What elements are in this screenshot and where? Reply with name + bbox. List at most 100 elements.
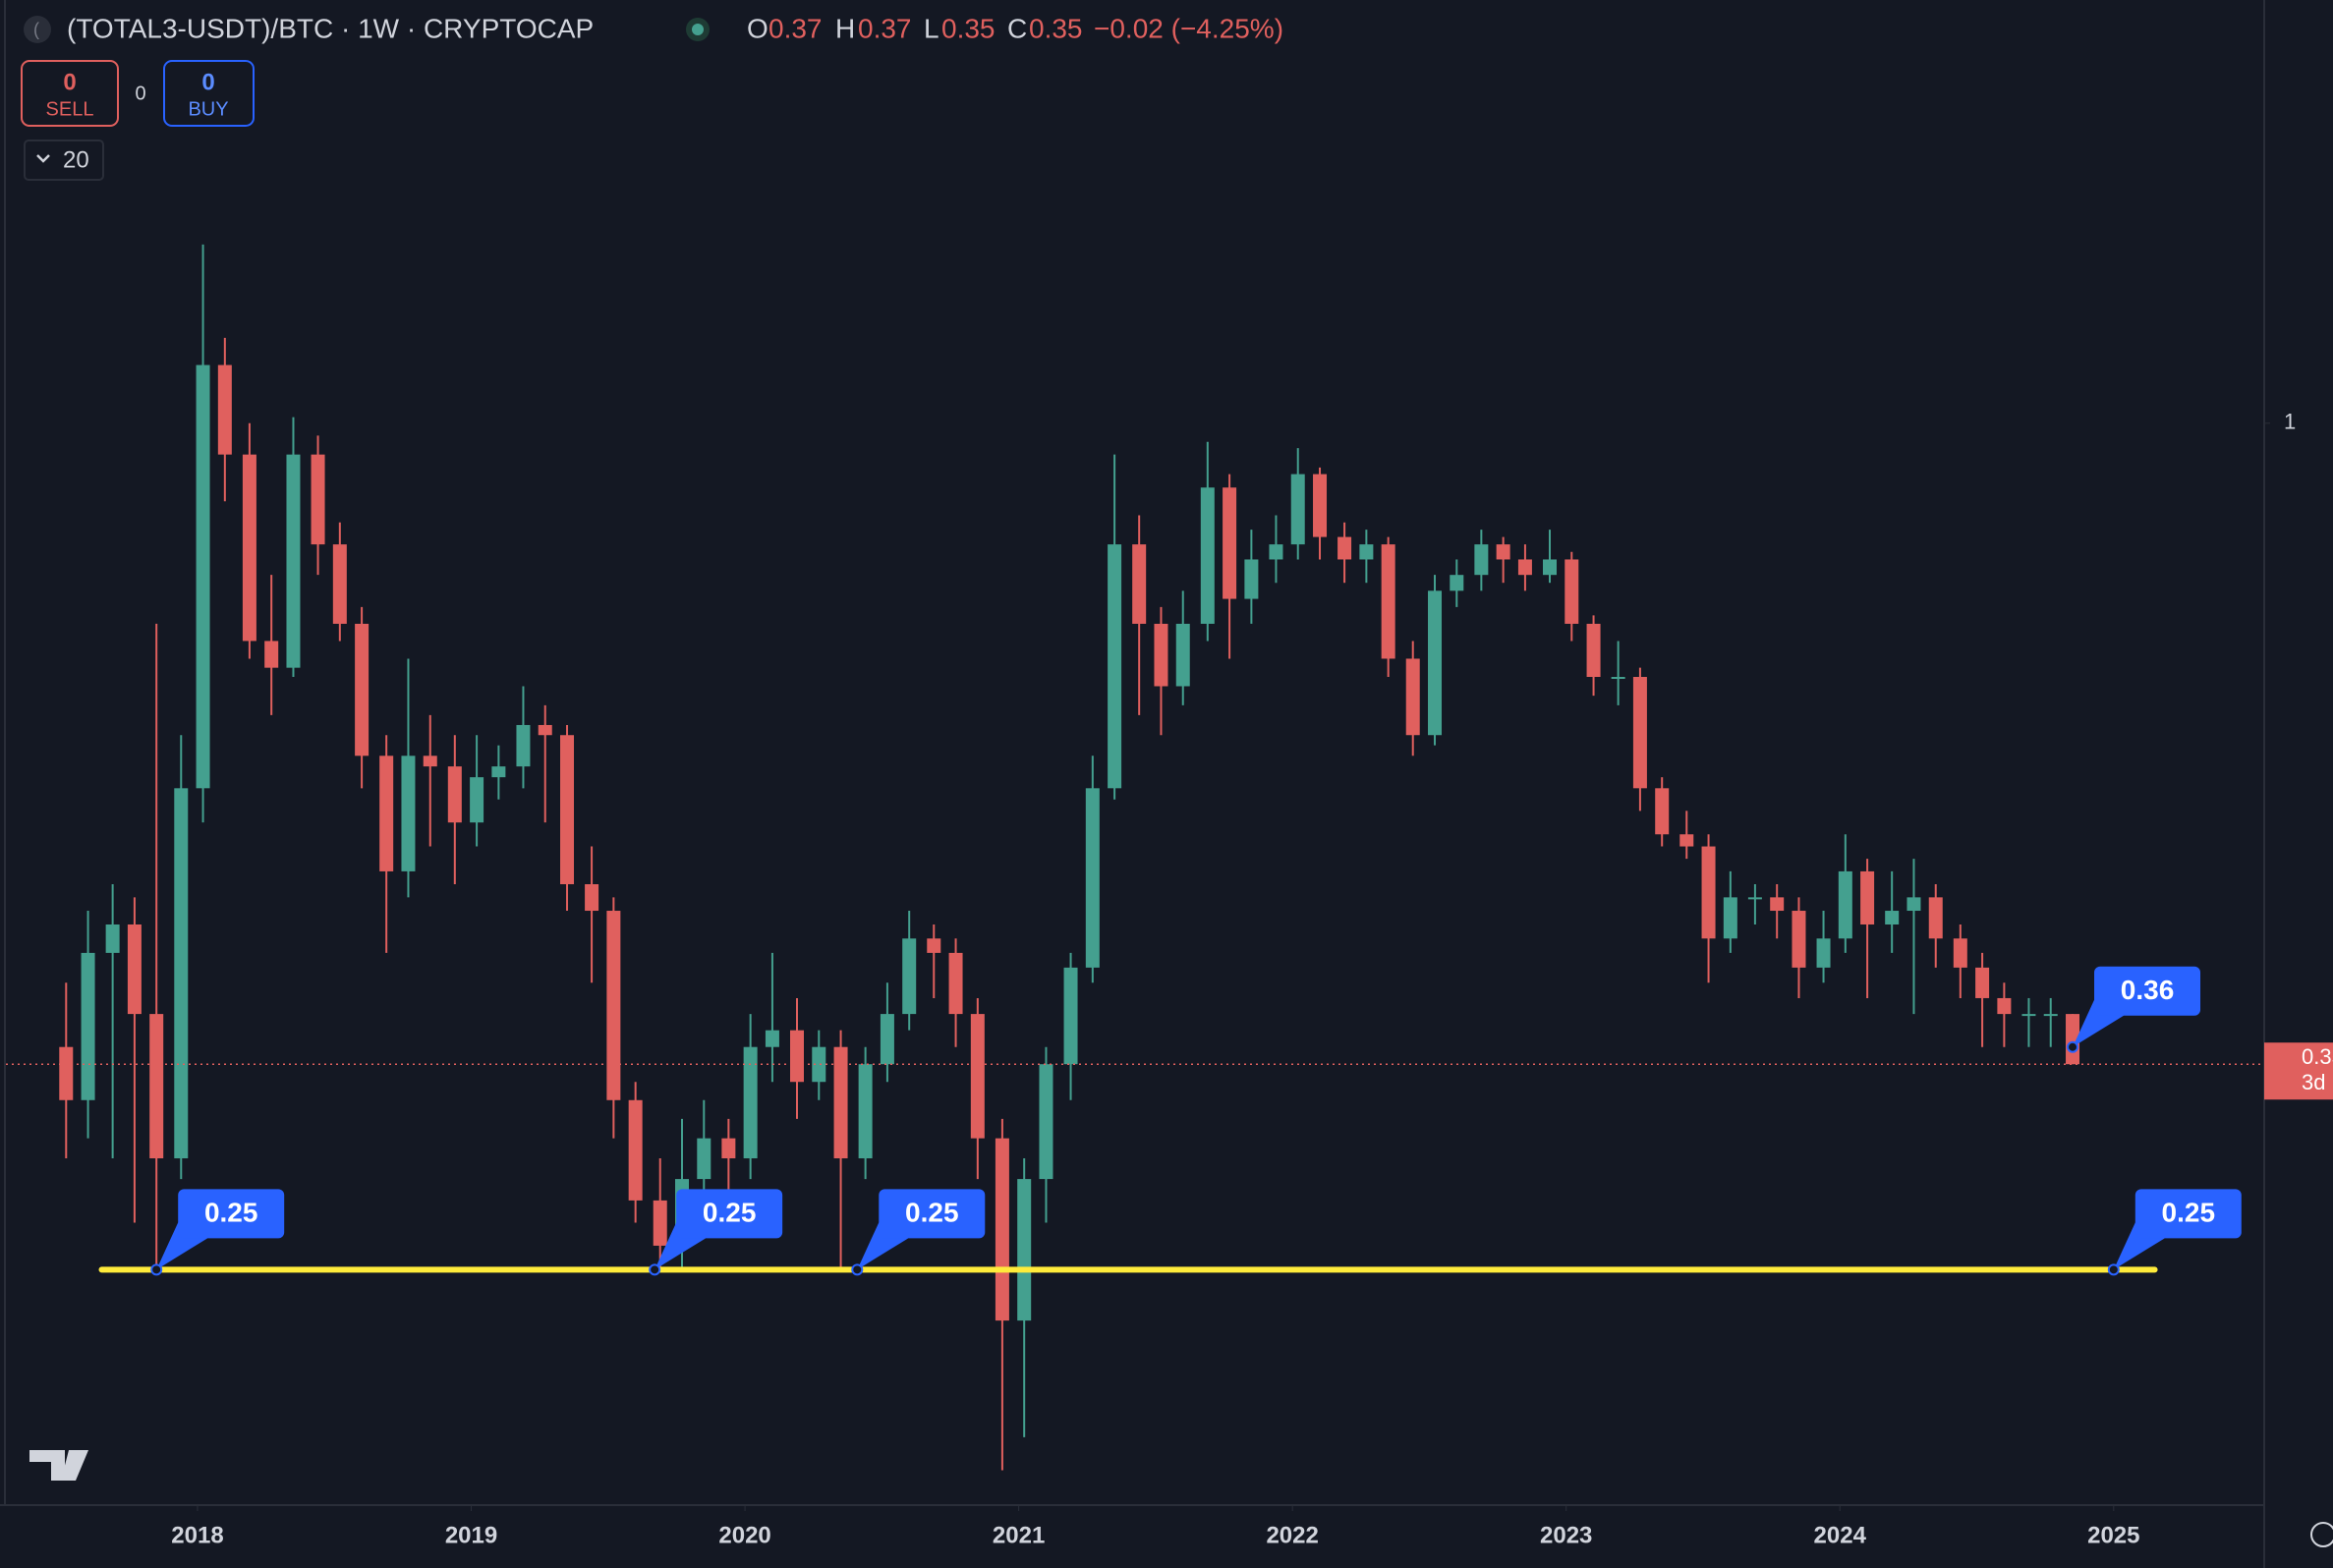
open-value: 0.37 [768, 13, 823, 43]
candle-body [1953, 938, 1967, 968]
candle-body [332, 544, 347, 624]
candle-body [1337, 536, 1352, 560]
callout-label: 0.25 [905, 1198, 959, 1228]
candle-body [538, 724, 552, 736]
candle-body [653, 1200, 667, 1246]
callout-label: 0.25 [2162, 1198, 2216, 1228]
candle-body [1063, 967, 1078, 1065]
candle-body [858, 1064, 873, 1159]
candle-body [1017, 1179, 1032, 1321]
candle-body [1816, 938, 1831, 968]
candle-body [1244, 559, 1259, 599]
candle-body [1679, 834, 1694, 847]
candle-body [1223, 487, 1237, 599]
candle-body [560, 735, 575, 885]
callout-box [178, 1189, 285, 1239]
buy-label: BUY [188, 98, 228, 120]
high-label: H [835, 13, 855, 43]
symbol-title[interactable]: (TOTAL3-USDT)/BTC · 1W · CRYPTOCAP [67, 13, 594, 43]
x-tick-label: 2019 [445, 1522, 497, 1548]
candle-body [995, 1138, 1009, 1321]
callout-label: 0.36 [2121, 975, 2175, 1005]
candle-body [697, 1138, 711, 1180]
candle-body [1039, 1064, 1053, 1180]
candle-body [743, 1046, 758, 1159]
candle-body [355, 623, 370, 756]
candle-body [812, 1046, 826, 1083]
candle-body [1108, 544, 1122, 789]
countdown-label: 3d 1 [2302, 1070, 2333, 1094]
buy-button[interactable] [163, 60, 255, 127]
price-callout: 0.25 [2107, 1189, 2242, 1276]
sell-count: 0 [63, 69, 76, 95]
symbol-icon[interactable] [24, 16, 51, 43]
candle-body [401, 756, 416, 871]
close-value: 0.35 [1029, 13, 1083, 43]
candle-body [1928, 897, 1943, 939]
candle-body [1517, 559, 1532, 576]
candle-body [516, 724, 531, 767]
candle-body [1381, 544, 1395, 659]
candle-body [948, 952, 963, 1015]
candle-body [927, 938, 941, 953]
candle-body [1885, 911, 1900, 924]
change-value: −0.02 (−4.25%) [1094, 13, 1283, 43]
candle-body [628, 1099, 643, 1201]
candle-body [789, 1030, 804, 1083]
candle-body [1405, 658, 1420, 736]
candle-body [1906, 897, 1921, 912]
candle-body [196, 364, 210, 789]
candle-body [379, 756, 394, 871]
candle-body [174, 788, 189, 1159]
candle-body [1175, 623, 1190, 687]
spread: 0 [135, 83, 145, 104]
indicator-toggle[interactable] [24, 140, 104, 181]
callout-box [676, 1189, 783, 1239]
low-label: L [924, 13, 939, 43]
chevron [36, 154, 50, 163]
callout-anchor [649, 1263, 661, 1276]
plot: 0.25 0.25 0.25 0.25 0.36 [6, 244, 2264, 1471]
x-tick-label: 2024 [1814, 1522, 1867, 1548]
candle-body [1838, 870, 1852, 939]
candle-body [491, 766, 506, 778]
candle-body [1586, 623, 1601, 678]
callout-anchor [150, 1263, 163, 1276]
callout-box [2094, 966, 2201, 1016]
callout-anchor [851, 1263, 864, 1276]
candle-body [423, 756, 437, 767]
callout-box [879, 1189, 986, 1239]
price-callout: 0.36 [2067, 966, 2201, 1053]
candle-body [1747, 897, 1762, 900]
candle-body [833, 1046, 848, 1159]
x-tick-label: 2023 [1540, 1522, 1592, 1548]
candle-body [1792, 911, 1806, 968]
candle-body [1269, 544, 1283, 560]
callout-label: 0.25 [703, 1198, 757, 1228]
settings-icon[interactable] [2310, 1522, 2333, 1547]
candle-body [880, 1014, 894, 1065]
candle-body [2043, 1014, 2058, 1017]
candle-body [1975, 967, 1990, 998]
price-callout: 0.25 [649, 1189, 783, 1276]
callout-label: 0.25 [204, 1198, 258, 1228]
candle-body [1154, 623, 1168, 687]
candle-body [970, 1014, 985, 1139]
candle-body [1723, 897, 1737, 939]
candle-body [721, 1138, 736, 1159]
candle-body [765, 1030, 779, 1047]
candle-body [1474, 544, 1489, 576]
candle-body [59, 1046, 74, 1100]
candle-body [105, 924, 120, 953]
buy-count: 0 [201, 69, 214, 95]
candle-body [447, 766, 462, 823]
sell-button[interactable] [21, 60, 119, 127]
status-dot [692, 24, 704, 35]
candle-body [1496, 544, 1510, 560]
candle-body [606, 911, 621, 1100]
price-callout: 0.25 [851, 1189, 986, 1276]
tradingview-logo[interactable] [29, 1450, 88, 1481]
candle-body [1200, 487, 1215, 624]
